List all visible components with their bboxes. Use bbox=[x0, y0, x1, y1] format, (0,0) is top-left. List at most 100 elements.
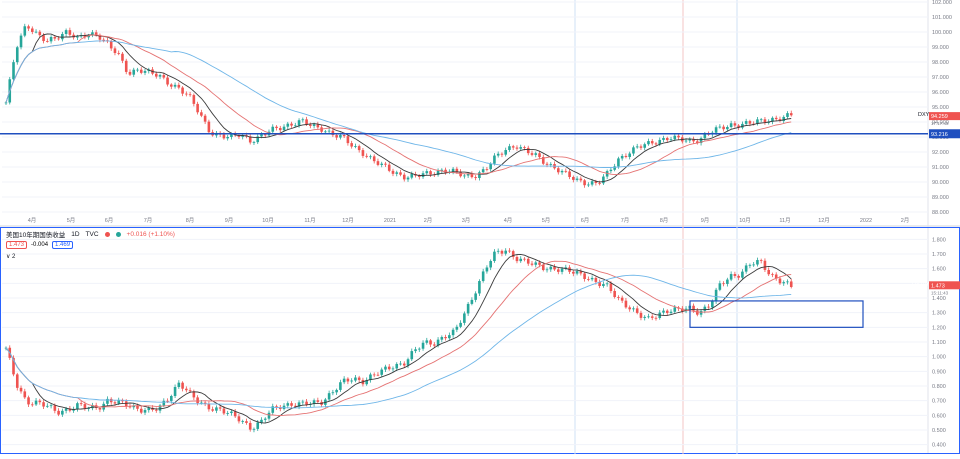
candle-body bbox=[395, 363, 399, 369]
candle-body bbox=[15, 47, 19, 63]
candle-body bbox=[463, 313, 466, 323]
candle-body bbox=[568, 171, 571, 177]
x-tick-label: 2022 bbox=[860, 218, 872, 224]
candle-body bbox=[677, 135, 680, 138]
candle-body bbox=[707, 306, 710, 308]
candle-body bbox=[763, 260, 767, 270]
candle-body bbox=[49, 405, 53, 407]
candle-body bbox=[203, 115, 207, 122]
candle-body bbox=[181, 382, 184, 389]
candle-body bbox=[714, 289, 718, 302]
y-tick-label: 1.600 bbox=[932, 267, 946, 273]
bid-badge[interactable]: 1.473 bbox=[6, 241, 28, 249]
candle-body bbox=[692, 305, 695, 311]
candle-body bbox=[53, 37, 57, 39]
candle-body bbox=[508, 146, 511, 151]
candle-body bbox=[222, 134, 226, 139]
symbol-title[interactable]: 美国10年期国债收益 bbox=[6, 232, 66, 239]
candle-body bbox=[669, 311, 673, 313]
y-tick-label: 1.200 bbox=[932, 325, 946, 331]
candle-body bbox=[188, 94, 192, 96]
ask-badge[interactable]: 1.469 bbox=[52, 241, 74, 249]
spread: -0.004 bbox=[31, 242, 49, 248]
candle-body bbox=[380, 369, 384, 375]
candle-body bbox=[342, 134, 346, 137]
y-tick-label: 100.000 bbox=[932, 30, 952, 36]
candle-body bbox=[463, 175, 466, 177]
x-tick-label: 4月 bbox=[504, 217, 513, 224]
candle-body bbox=[789, 281, 793, 287]
candle-body bbox=[530, 153, 534, 155]
candle-body bbox=[500, 250, 504, 254]
candle-body bbox=[34, 400, 38, 405]
x-tick-label: 12月 bbox=[342, 217, 354, 224]
candle-body bbox=[384, 366, 387, 370]
x-tick-label: 6月 bbox=[105, 217, 114, 224]
y-tick-label: 0.500 bbox=[932, 428, 946, 434]
candle-body bbox=[718, 283, 722, 290]
candle-body bbox=[647, 141, 650, 145]
candle-body bbox=[650, 141, 654, 144]
candle-body bbox=[391, 170, 395, 174]
x-tick-label: 11月 bbox=[779, 217, 790, 224]
candle-body bbox=[699, 138, 703, 144]
candle-body bbox=[166, 77, 169, 85]
candle-body bbox=[444, 337, 447, 339]
candle-body bbox=[200, 402, 203, 404]
candle-body bbox=[560, 170, 564, 173]
candle-body bbox=[789, 113, 793, 116]
candle-body bbox=[143, 410, 147, 413]
active-pane-border bbox=[0, 227, 960, 454]
ma-long-line bbox=[5, 40, 792, 168]
bar-countdown: 15:11:43 bbox=[931, 290, 949, 295]
candle-body bbox=[256, 136, 260, 143]
candle-body bbox=[53, 405, 57, 411]
candle-body bbox=[635, 308, 639, 313]
candle-body bbox=[297, 402, 301, 407]
candle-body bbox=[433, 344, 436, 346]
candle-body bbox=[301, 119, 305, 121]
timeframe[interactable]: 1D bbox=[71, 230, 80, 238]
candle-body bbox=[241, 135, 244, 137]
y-tick-label: 97.000 bbox=[932, 75, 949, 81]
candle-body bbox=[354, 377, 357, 381]
y-tick-label: 0.800 bbox=[932, 384, 946, 390]
candle-body bbox=[132, 69, 136, 75]
highlight-rectangle[interactable] bbox=[689, 300, 864, 328]
candle-body bbox=[327, 130, 331, 132]
level-price-tag bbox=[929, 129, 960, 139]
candle-body bbox=[312, 124, 316, 126]
candle-body bbox=[331, 130, 335, 136]
candle-body bbox=[759, 119, 763, 121]
candle-body bbox=[294, 405, 297, 407]
candle-body bbox=[260, 134, 263, 137]
symbol-axis-label: DXY bbox=[918, 112, 930, 118]
candle-body bbox=[361, 150, 365, 156]
candle-body bbox=[98, 407, 102, 410]
ma-long-line bbox=[5, 274, 792, 409]
indicator-legend[interactable]: ∨ 2 bbox=[6, 254, 16, 260]
x-tick-label: 8月 bbox=[186, 217, 195, 224]
candle-body bbox=[417, 348, 421, 350]
candle-body bbox=[756, 260, 759, 265]
candle-body bbox=[256, 422, 260, 429]
candle-body bbox=[121, 53, 124, 61]
y-tick-label: 89.000 bbox=[932, 195, 949, 201]
candle-body bbox=[696, 141, 699, 144]
candle-body bbox=[387, 164, 391, 171]
candle-body bbox=[583, 180, 586, 186]
candle-body bbox=[733, 274, 737, 276]
source: TVC bbox=[85, 230, 99, 238]
candle-body bbox=[27, 397, 30, 405]
candle-body bbox=[774, 274, 778, 279]
candle-body bbox=[128, 406, 132, 408]
candle-body bbox=[455, 326, 459, 330]
candle-body bbox=[305, 119, 308, 125]
last-price-tag bbox=[929, 281, 960, 290]
candle-body bbox=[425, 171, 429, 174]
candle-body bbox=[339, 134, 342, 138]
candle-body bbox=[91, 32, 94, 36]
candle-body bbox=[703, 133, 707, 139]
candle-body bbox=[605, 283, 609, 285]
